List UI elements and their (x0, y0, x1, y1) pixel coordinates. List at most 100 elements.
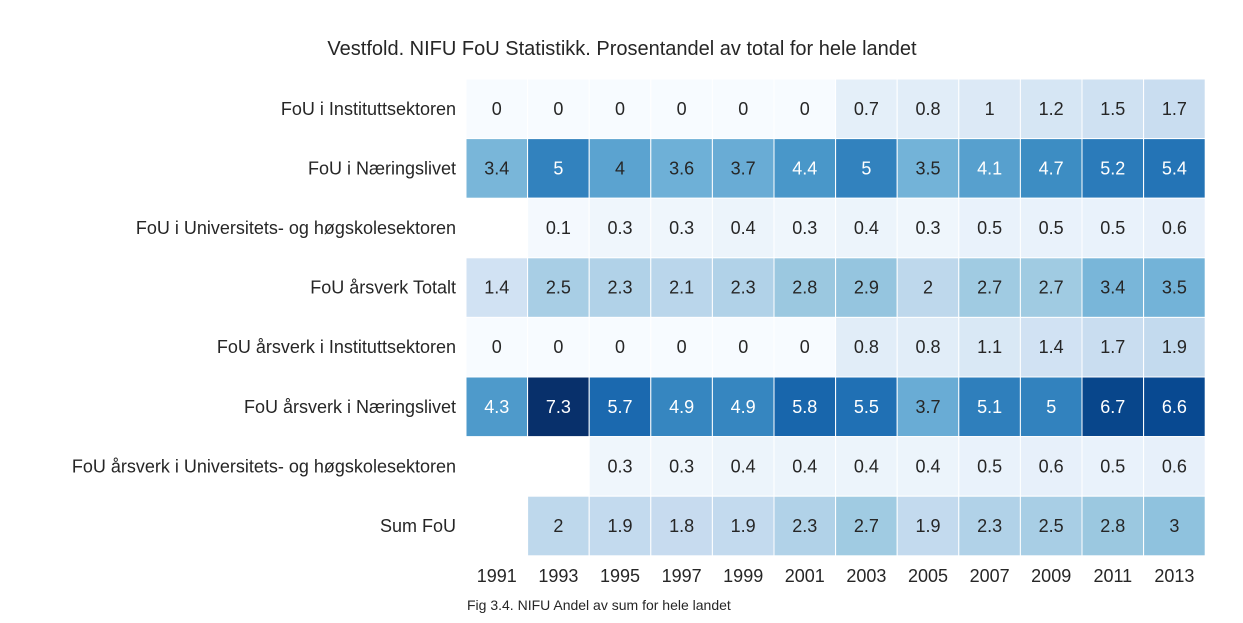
heatmap-cell (1081, 257, 1145, 318)
heatmap-cell (896, 78, 960, 140)
heatmap-cell (711, 436, 775, 497)
heatmap-cell (835, 495, 898, 557)
heatmap-cell (1019, 257, 1083, 318)
cell-value-label: 6.7 (1100, 397, 1125, 417)
cell-value-label: 2.5 (1039, 516, 1064, 536)
cell-value-label: 4.9 (669, 397, 694, 417)
cell-value-label: 0.4 (854, 218, 879, 238)
cell-value-label: 5.5 (854, 397, 879, 417)
heatmap-cell (1081, 376, 1145, 438)
cell-value-label: 5 (861, 158, 871, 178)
heatmap-cell (650, 316, 713, 378)
cell-value-label: 1.5 (1100, 99, 1125, 119)
heatmap-cell (588, 495, 652, 557)
heatmap-cell (527, 376, 590, 438)
heatmap-cell (1143, 257, 1206, 318)
heatmap-cell (958, 436, 1021, 497)
cell-value-label: 2.7 (1039, 278, 1064, 298)
heatmap-cell (896, 138, 960, 199)
cell-value-label: 2 (923, 278, 933, 298)
cell-value-label: 3.7 (731, 158, 756, 178)
cell-value-label: 7.3 (546, 397, 571, 417)
heatmap-cell (650, 257, 713, 318)
heatmap-cell (465, 78, 529, 140)
cell-value-label: 0.5 (977, 456, 1002, 476)
cell-value-label: 5 (1046, 397, 1056, 417)
heatmap-cells: 0 0 0 0 0 0 0.7 0.8 1 1.2 1.5 1.7 3.4 5 4 3.6 3.7 4.4 5 3.5… (465, 78, 1206, 557)
heatmap-cell (1143, 436, 1206, 497)
cell-value-label: 0.6 (1162, 456, 1187, 476)
heatmap-cell (650, 495, 713, 557)
cell-value-label: 3.4 (484, 158, 509, 178)
cell-value-label: 1.9 (1162, 337, 1187, 357)
heatmap-cell (835, 316, 898, 378)
cell-value-label: 0.8 (915, 99, 940, 119)
heatmap-cell (1143, 495, 1206, 557)
heatmap-cell (465, 138, 529, 199)
row-label: FoU i Næringslivet (308, 158, 456, 178)
cell-value-label: 4.7 (1039, 158, 1064, 178)
cell-value-label: 1.9 (915, 516, 940, 536)
heatmap-cell (773, 495, 837, 557)
cell-value-label: 0.5 (1100, 218, 1125, 238)
cell-value-label: 0.3 (607, 218, 632, 238)
heatmap-cell (527, 316, 590, 378)
heatmap-cell (835, 436, 898, 497)
cell-value-label: 2.3 (977, 516, 1002, 536)
heatmap-cell (896, 495, 960, 557)
cell-value-label: 2.7 (854, 516, 879, 536)
cell-value-label: 0.8 (915, 337, 940, 357)
cell-value-label: 0 (677, 337, 687, 357)
cell-value-label: 5.4 (1162, 158, 1187, 178)
heatmap-cell (650, 138, 713, 199)
heatmap-cell (896, 257, 960, 318)
cell-value-label: 1.4 (484, 278, 509, 298)
heatmap-cell (958, 376, 1021, 438)
cell-value-label: 0.3 (915, 218, 940, 238)
cell-value-label: 0.6 (1162, 218, 1187, 238)
cell-value-label: 4.9 (731, 397, 756, 417)
cell-value-label: 5.8 (792, 397, 817, 417)
cell-value-label: 0 (615, 337, 625, 357)
cell-value-label: 0.3 (669, 456, 694, 476)
x-tick-label: 2001 (785, 566, 825, 586)
cell-value-label: 2.1 (669, 278, 694, 298)
cell-value-label: 1.9 (731, 516, 756, 536)
heatmap-cell (1143, 316, 1206, 378)
heatmap-cell (527, 78, 590, 140)
heatmap-cell (1143, 78, 1206, 140)
x-tick-label: 1997 (662, 566, 702, 586)
x-tick-label: 2009 (1031, 566, 1071, 586)
cell-value-label: 0 (615, 99, 625, 119)
cell-value-label: 0.8 (854, 337, 879, 357)
heatmap-cell (527, 197, 590, 259)
heatmap-cell (835, 138, 898, 199)
heatmap-cell (711, 495, 775, 557)
cell-value-label: 3 (1169, 516, 1179, 536)
row-label: FoU årsverk i Instituttsektoren (217, 337, 456, 357)
cell-value-label: 1.2 (1039, 99, 1064, 119)
cell-value-label: 3.4 (1100, 278, 1125, 298)
cell-value-label: 2.3 (731, 278, 756, 298)
heatmap-cell (835, 376, 898, 438)
cell-value-label: 0.4 (731, 456, 756, 476)
heatmap-cell (835, 257, 898, 318)
cell-value-label: 1.8 (669, 516, 694, 536)
cell-value-label: 0 (553, 337, 563, 357)
heatmap-cell (896, 436, 960, 497)
heatmap-cell (1019, 436, 1083, 497)
x-tick-label: 1991 (477, 566, 517, 586)
cell-value-label: 4.3 (484, 397, 509, 417)
row-label: FoU i Universitets- og høgskolesektoren (136, 218, 456, 238)
x-tick-label: 2005 (908, 566, 948, 586)
x-tick-label: 1995 (600, 566, 640, 586)
cell-value-label: 5.1 (977, 397, 1002, 417)
cell-value-label: 0 (800, 99, 810, 119)
column-labels: 1991 1993 1995 1997 1999 2001 2003 2005 2007 2009… (477, 566, 1195, 586)
cell-value-label: 2.3 (607, 278, 632, 298)
heatmap-cell (896, 376, 960, 438)
cell-value-label: 0 (738, 337, 748, 357)
cell-value-label: 0 (492, 99, 502, 119)
cell-value-label: 3.6 (669, 158, 694, 178)
x-tick-label: 2007 (970, 566, 1010, 586)
